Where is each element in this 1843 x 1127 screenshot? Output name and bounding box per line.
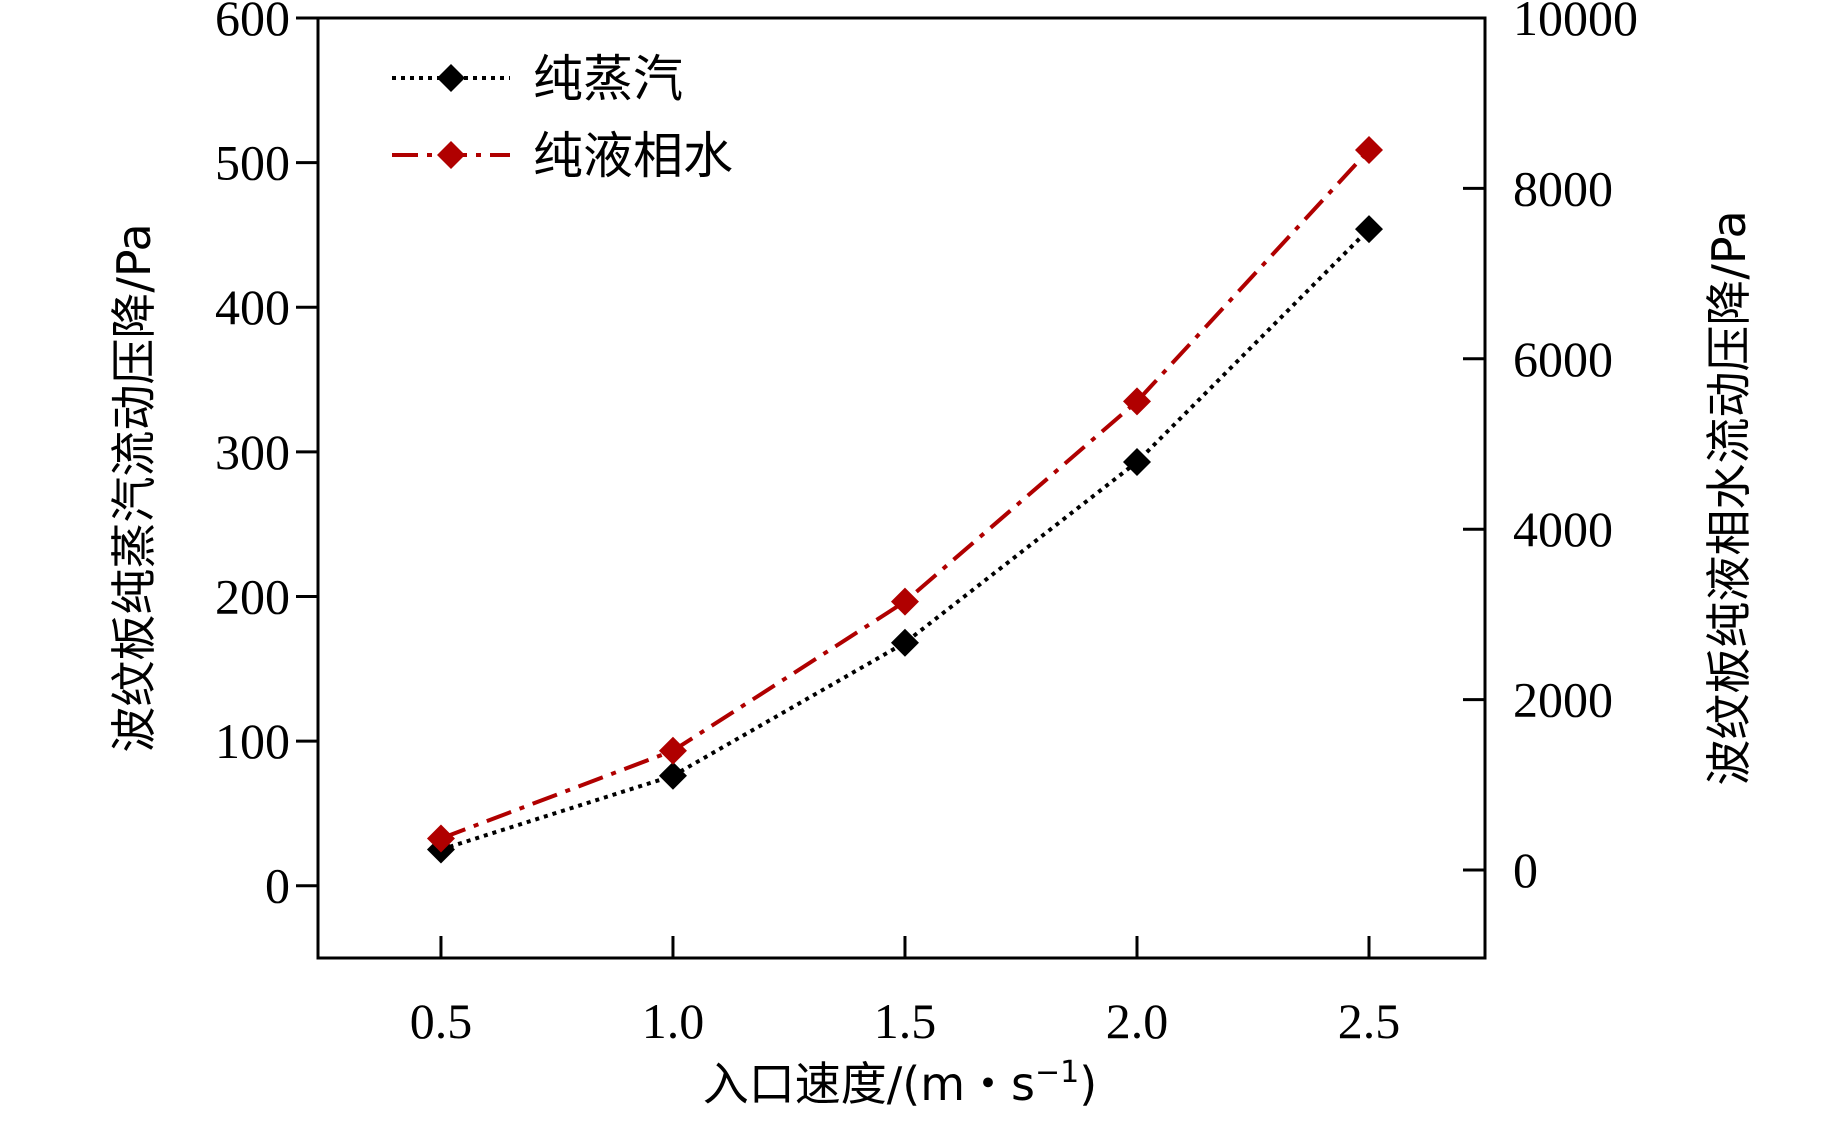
legend-label-1: 纯蒸汽 (533, 50, 683, 108)
left-axis-title: 波纹板纯蒸汽流动压降/Pa (107, 223, 161, 752)
series-2-point (1354, 136, 1383, 165)
series-2-point (890, 587, 919, 616)
right-tick-label: 4000 (1513, 501, 1613, 557)
legend-marker-2 (437, 141, 465, 169)
x-tick-label: 2.0 (1106, 993, 1169, 1049)
right-axis-title: 波纹板纯液相水流动压降/Pa (1702, 210, 1756, 785)
legend-label-2: 纯液相水 (533, 127, 733, 185)
left-tick-label: 300 (215, 424, 290, 480)
x-axis-title-close: ) (1079, 1057, 1097, 1111)
series-2-point (1122, 387, 1151, 416)
left-axis-ticks: 0 100 200 300 400 500 600 (215, 0, 318, 914)
series-1-point (1122, 447, 1151, 476)
left-tick-label: 0 (265, 858, 290, 914)
series-2-point (658, 736, 687, 765)
right-tick-label: 8000 (1513, 160, 1613, 216)
legend-marker-1 (437, 64, 465, 92)
plot-frame (316, 16, 1487, 960)
left-tick-label: 500 (215, 135, 290, 191)
right-axis-ticks: 0 2000 4000 6000 8000 10000 (1463, 0, 1638, 898)
right-tick-label: 0 (1513, 842, 1538, 898)
left-tick-label: 200 (215, 568, 290, 624)
right-tick-label: 6000 (1513, 331, 1613, 387)
x-tick-label: 1.0 (642, 993, 705, 1049)
series-2-point (426, 824, 455, 853)
x-axis-ticks: 0.5 1.0 1.5 2.0 2.5 (410, 936, 1401, 1049)
right-tick-label: 10000 (1513, 0, 1638, 46)
x-tick-label: 0.5 (410, 993, 473, 1049)
x-axis-title-superscript: −1 (1035, 1055, 1079, 1090)
series-1-point (1354, 215, 1383, 244)
series-1-point (890, 628, 919, 657)
x-tick-label: 1.5 (874, 993, 937, 1049)
series-line-2 (440, 148, 1371, 841)
series-layer (426, 136, 1383, 864)
left-tick-label: 600 (215, 0, 290, 46)
series-1-point (658, 761, 687, 790)
right-tick-label: 2000 (1513, 672, 1613, 728)
series-line-1 (440, 227, 1371, 852)
x-tick-label: 2.5 (1338, 993, 1401, 1049)
x-axis-title: 入口速度/(m・s−1) (703, 1055, 1097, 1111)
left-tick-label: 400 (215, 279, 290, 335)
left-tick-label: 100 (215, 713, 290, 769)
